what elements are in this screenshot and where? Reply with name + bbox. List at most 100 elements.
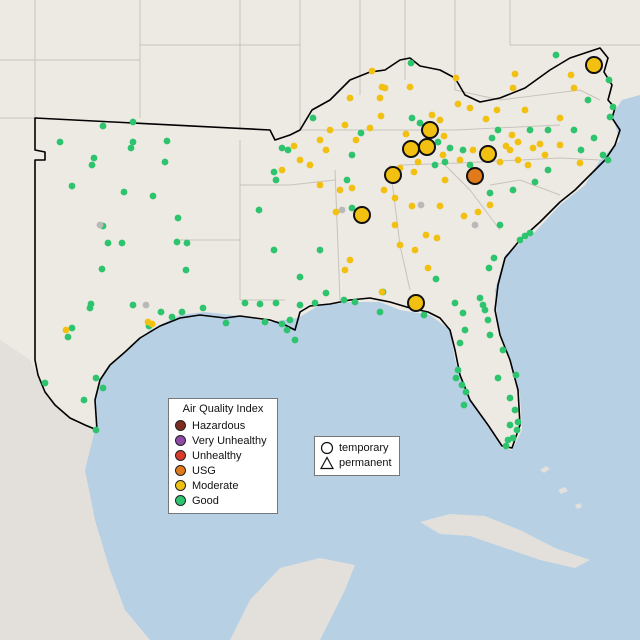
station-good[interactable] [609, 103, 617, 111]
station-good[interactable] [456, 339, 464, 347]
station-moderate[interactable] [433, 234, 441, 242]
station-moderate[interactable] [62, 326, 70, 334]
station-good[interactable] [502, 442, 510, 450]
station-good[interactable] [590, 134, 598, 142]
station-good[interactable] [460, 401, 468, 409]
station-good[interactable] [544, 166, 552, 174]
station-good[interactable] [496, 221, 504, 229]
station-good[interactable] [173, 238, 181, 246]
station-good[interactable] [68, 182, 76, 190]
station-moderate[interactable] [556, 114, 564, 122]
station-good[interactable] [484, 316, 492, 324]
station-moderate[interactable] [576, 159, 584, 167]
station-good[interactable] [452, 374, 460, 382]
station-good[interactable] [88, 161, 96, 169]
station-moderate[interactable] [346, 94, 354, 102]
station-moderate[interactable] [278, 166, 286, 174]
station-good[interactable] [376, 308, 384, 316]
station-moderate[interactable] [332, 208, 340, 216]
station-good[interactable] [476, 294, 484, 302]
station-good[interactable] [408, 114, 416, 122]
station-good[interactable] [270, 168, 278, 176]
station-good[interactable] [157, 308, 165, 316]
station-good[interactable] [416, 119, 424, 127]
station-good[interactable] [348, 151, 356, 159]
station-good[interactable] [80, 396, 88, 404]
station-moderate[interactable] [536, 140, 544, 148]
station-good[interactable] [461, 326, 469, 334]
station-moderate[interactable] [454, 100, 462, 108]
station-moderate[interactable] [336, 186, 344, 194]
station-good[interactable] [494, 374, 502, 382]
station-good[interactable] [420, 311, 428, 319]
station-good[interactable] [509, 434, 517, 442]
station-good[interactable] [256, 300, 264, 308]
station-moderate[interactable] [341, 266, 349, 274]
station-moderate[interactable] [436, 202, 444, 210]
station-good[interactable] [357, 129, 365, 137]
station-good[interactable] [64, 333, 72, 341]
station-good[interactable] [90, 154, 98, 162]
station-moderate[interactable] [322, 146, 330, 154]
station-good[interactable] [104, 239, 112, 247]
station-moderate[interactable] [406, 83, 414, 91]
station-good[interactable] [351, 298, 359, 306]
station-good[interactable] [127, 144, 135, 152]
station-moderate[interactable] [414, 158, 422, 166]
station-good[interactable] [432, 275, 440, 283]
station-good[interactable] [459, 309, 467, 317]
station-no-data[interactable] [142, 301, 150, 309]
station-good[interactable] [466, 161, 474, 169]
station-good[interactable] [605, 76, 613, 84]
temporary-station-usg[interactable] [466, 167, 484, 185]
station-moderate[interactable] [524, 161, 532, 169]
station-good[interactable] [552, 51, 560, 59]
station-good[interactable] [272, 176, 280, 184]
station-good[interactable] [222, 319, 230, 327]
station-good[interactable] [434, 138, 442, 146]
station-moderate[interactable] [436, 116, 444, 124]
station-good[interactable] [521, 232, 529, 240]
station-good[interactable] [291, 336, 299, 344]
temporary-station-moderate[interactable] [384, 166, 402, 184]
station-good[interactable] [343, 176, 351, 184]
station-good[interactable] [161, 158, 169, 166]
station-good[interactable] [512, 371, 520, 379]
station-good[interactable] [272, 299, 280, 307]
station-moderate[interactable] [486, 201, 494, 209]
station-moderate[interactable] [511, 70, 519, 78]
station-good[interactable] [182, 266, 190, 274]
station-moderate[interactable] [346, 256, 354, 264]
station-good[interactable] [516, 236, 524, 244]
station-moderate[interactable] [411, 246, 419, 254]
station-good[interactable] [149, 192, 157, 200]
station-good[interactable] [183, 239, 191, 247]
station-good[interactable] [296, 301, 304, 309]
station-moderate[interactable] [410, 168, 418, 176]
station-moderate[interactable] [439, 151, 447, 159]
station-good[interactable] [129, 138, 137, 146]
station-good[interactable] [488, 134, 496, 142]
station-moderate[interactable] [352, 136, 360, 144]
station-no-data[interactable] [471, 221, 479, 229]
station-good[interactable] [120, 188, 128, 196]
station-moderate[interactable] [440, 132, 448, 140]
station-good[interactable] [56, 138, 64, 146]
station-good[interactable] [577, 146, 585, 154]
station-good[interactable] [99, 384, 107, 392]
station-moderate[interactable] [514, 156, 522, 164]
station-moderate[interactable] [376, 94, 384, 102]
station-good[interactable] [92, 426, 100, 434]
station-good[interactable] [490, 254, 498, 262]
station-no-data[interactable] [417, 201, 425, 209]
station-good[interactable] [531, 178, 539, 186]
station-good[interactable] [86, 304, 94, 312]
station-good[interactable] [506, 421, 514, 429]
station-good[interactable] [322, 289, 330, 297]
station-moderate[interactable] [570, 84, 578, 92]
station-good[interactable] [481, 306, 489, 314]
temporary-station-moderate[interactable] [353, 206, 371, 224]
station-good[interactable] [129, 301, 137, 309]
station-good[interactable] [163, 137, 171, 145]
station-good[interactable] [584, 96, 592, 104]
